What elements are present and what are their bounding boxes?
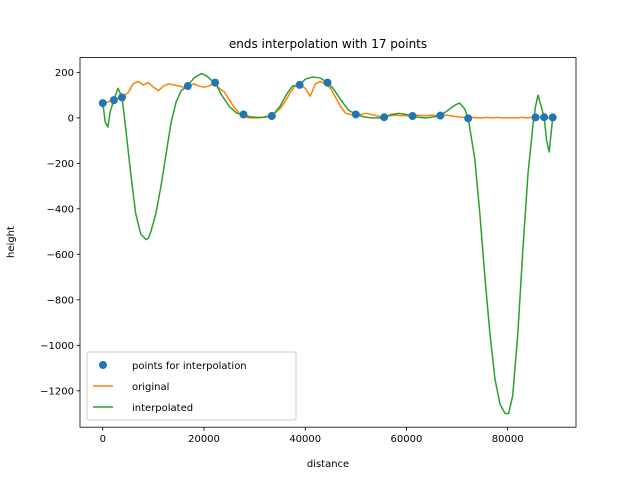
points-for-interpolation-point (183, 82, 192, 91)
points-for-interpolation-point (548, 113, 557, 122)
legend-box (86, 351, 297, 421)
x-tick-label: 80000 (492, 434, 524, 445)
legend-label-original: original (132, 382, 169, 393)
points-for-interpolation-point (98, 99, 107, 108)
y-tick-label: −800 (47, 295, 74, 306)
points-for-interpolation-point (323, 78, 332, 87)
x-axis-ticks: 0 20000 40000 60000 80000 (100, 427, 524, 445)
y-tick-label: −1200 (40, 386, 74, 397)
y-axis-label: height (6, 226, 17, 258)
points-for-interpolation-point (464, 114, 473, 123)
x-tick-label: 60000 (391, 434, 423, 445)
legend: points for interpolation original interpol… (86, 351, 297, 421)
y-tick-label: 200 (55, 68, 74, 79)
legend-label-points-for-interpolation: points for interpolation (132, 361, 247, 372)
points-for-interpolation-point (436, 111, 445, 120)
y-axis-ticks: 200 0 −200 −400 −600 −800 −1000 −1200 (40, 68, 80, 397)
y-tick-label: −400 (47, 204, 74, 215)
chart-title: ends interpolation with 17 points (229, 37, 427, 51)
points-for-interpolation-point (380, 113, 389, 122)
x-tick-label: 20000 (188, 434, 220, 445)
plot-frame (79, 57, 577, 428)
points-for-interpolation-point (531, 113, 540, 122)
y-tick-label: −200 (47, 159, 74, 170)
points-for-interpolation-point (408, 112, 417, 121)
points-for-interpolation-point (540, 113, 549, 122)
legend-swatch-points-for-interpolation (99, 361, 107, 369)
points-for-interpolation-point (295, 80, 304, 89)
y-tick-label: −1000 (40, 341, 74, 352)
points-for-interpolation-point (109, 96, 118, 105)
points-for-interpolation-point (211, 78, 220, 87)
x-tick-label: 0 (100, 434, 106, 445)
y-tick-label: −600 (47, 250, 74, 261)
legend-label-interpolated: interpolated (132, 403, 193, 414)
x-tick-label: 40000 (289, 434, 321, 445)
x-axis-label: distance (307, 459, 349, 470)
points-for-interpolation-point (239, 110, 248, 119)
y-tick-label: 0 (68, 113, 74, 124)
points-for-interpolation-point (118, 93, 127, 102)
points-for-interpolation-point (351, 110, 360, 119)
series-layer (98, 72, 557, 415)
points-for-interpolation-point (267, 112, 276, 121)
